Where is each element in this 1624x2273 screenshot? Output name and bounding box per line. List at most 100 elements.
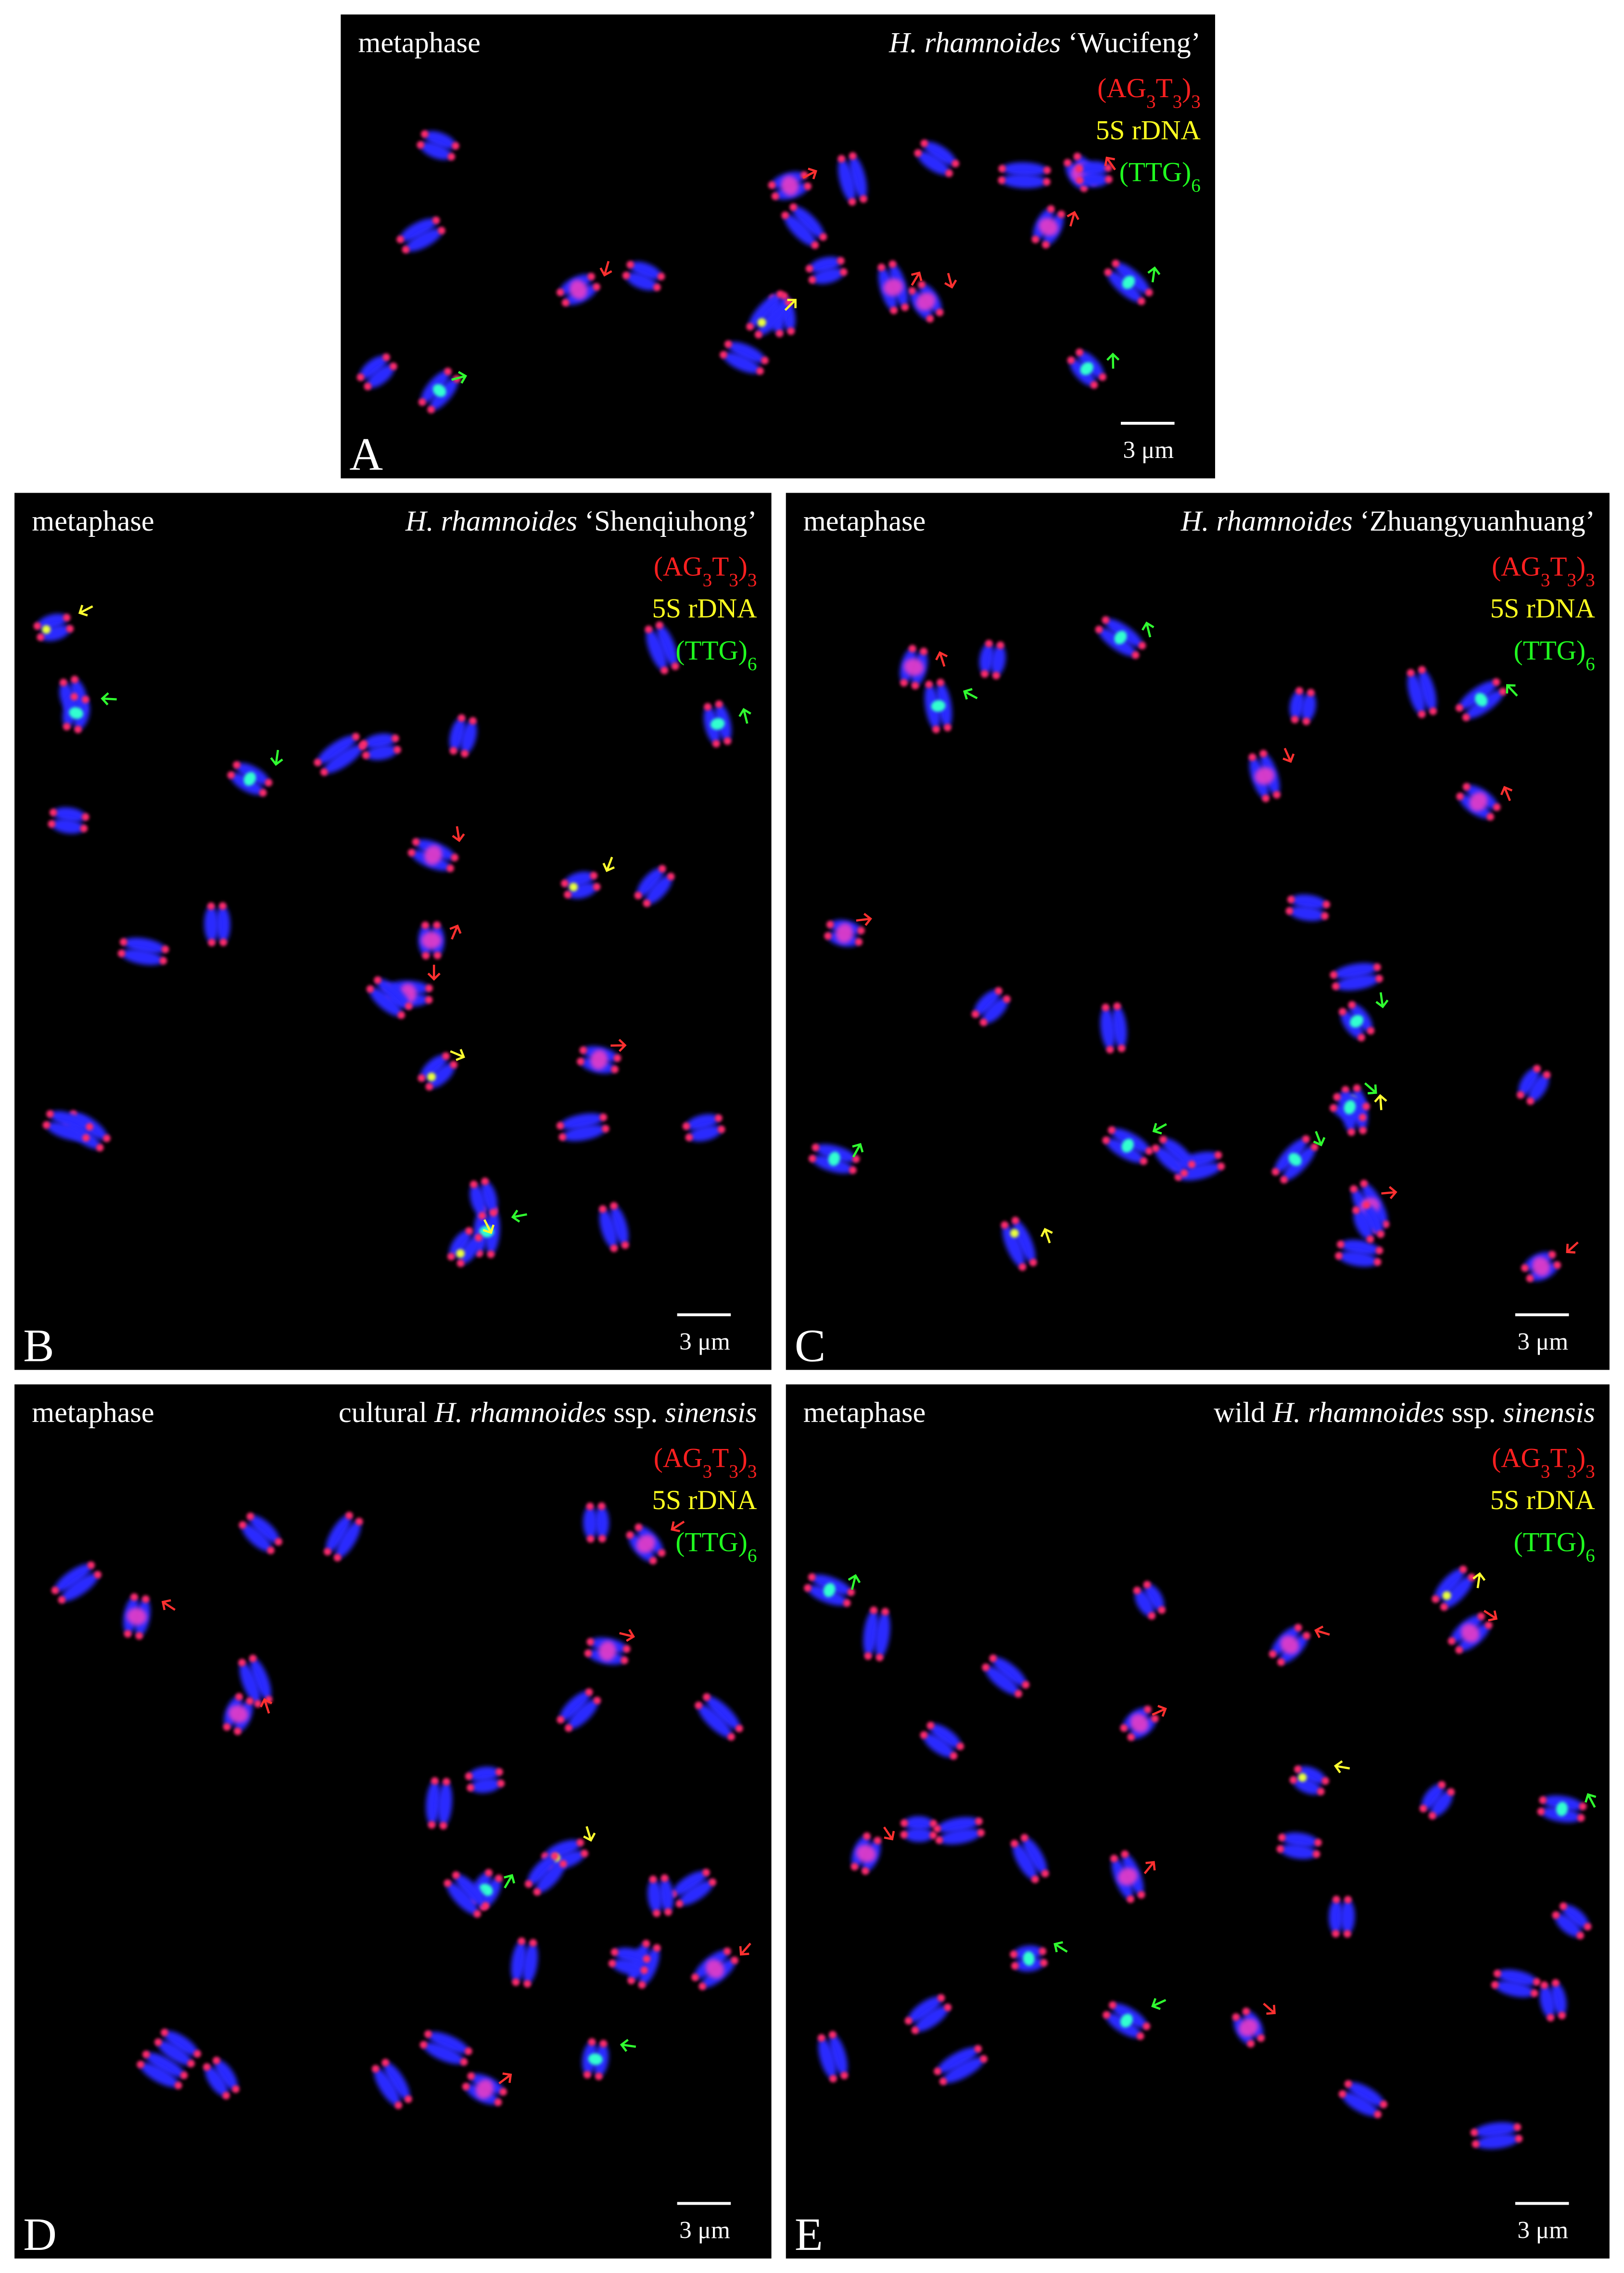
ttg-signal bbox=[1288, 1153, 1302, 1166]
chromatid bbox=[829, 2034, 848, 2076]
chromatid bbox=[1002, 1225, 1025, 1268]
arrow-head bbox=[944, 279, 957, 289]
arrow-shaft bbox=[451, 375, 466, 381]
telomere-signal bbox=[37, 633, 45, 641]
chromatid bbox=[979, 643, 994, 674]
telomere-signal bbox=[1517, 1091, 1524, 1099]
telomere-signal bbox=[117, 950, 126, 957]
title-segment: sinensis bbox=[665, 1397, 757, 1429]
chromosome bbox=[1329, 1895, 1355, 1938]
telomere-signal bbox=[142, 1595, 150, 1603]
chromatid bbox=[698, 1704, 732, 1738]
arrow-shaft bbox=[162, 1601, 176, 1611]
telomere-signal bbox=[1159, 1136, 1167, 1143]
ttg-signal bbox=[1474, 693, 1488, 707]
scale-label: 3 μm bbox=[1123, 436, 1174, 464]
chromatid bbox=[1301, 692, 1316, 722]
chromosome bbox=[1276, 1832, 1322, 1859]
telomere-signal bbox=[1138, 297, 1145, 305]
chromosome bbox=[447, 1227, 482, 1267]
chromosome bbox=[804, 1573, 855, 1607]
telomere-signal bbox=[1337, 1240, 1345, 1248]
telomere-signal bbox=[877, 263, 886, 271]
telomere-signal bbox=[1109, 2001, 1116, 2009]
chromosome bbox=[1248, 749, 1281, 802]
telomere-signal bbox=[837, 155, 846, 163]
arrow-head bbox=[1566, 1244, 1575, 1254]
telomere-signal bbox=[1314, 1839, 1322, 1847]
tandem-signal bbox=[916, 292, 936, 311]
arrow-shaft bbox=[619, 1632, 634, 1638]
chromatid bbox=[1155, 1147, 1185, 1175]
telomere-signal bbox=[590, 872, 598, 880]
chromosome bbox=[1456, 783, 1501, 821]
chromatid bbox=[458, 1237, 481, 1264]
arrow-head bbox=[1147, 266, 1161, 275]
chromatid bbox=[481, 1878, 501, 1907]
telomere-signal bbox=[86, 1123, 94, 1131]
telomere-signal bbox=[1294, 1765, 1302, 1773]
telomere-signal bbox=[1579, 1803, 1587, 1810]
telomere-signal bbox=[626, 1531, 634, 1539]
chromatid bbox=[423, 2042, 464, 2064]
tandem-signal bbox=[903, 658, 924, 676]
telomere-signal bbox=[1043, 166, 1051, 174]
arrow-shaft bbox=[1153, 1123, 1167, 1132]
telomere-signal bbox=[81, 696, 89, 703]
arrow-head bbox=[449, 924, 462, 934]
chromosome bbox=[62, 693, 90, 734]
chromatid bbox=[405, 229, 442, 252]
legend-segment: 3 bbox=[1541, 1461, 1550, 1482]
arrow-head bbox=[583, 1832, 596, 1842]
telomere-signal bbox=[1302, 717, 1310, 725]
chromatid bbox=[612, 1959, 645, 1975]
telomere-signal bbox=[920, 1731, 928, 1739]
legend-segment: 6 bbox=[1586, 654, 1595, 674]
telomere-signal bbox=[1455, 1646, 1463, 1654]
telomere-signal bbox=[848, 198, 856, 206]
rdna-signal bbox=[427, 1072, 436, 1081]
telomere-signal bbox=[1289, 1776, 1297, 1784]
arrow bbox=[482, 1219, 495, 1234]
telomere-signal bbox=[1247, 2040, 1255, 2048]
telomere-signal bbox=[1090, 381, 1098, 389]
chromatid bbox=[930, 1724, 961, 1748]
arrow-shaft bbox=[939, 652, 946, 667]
tandem-signal bbox=[1130, 1714, 1149, 1733]
telomere-signal bbox=[881, 1608, 889, 1616]
telomere-signal bbox=[324, 1548, 331, 1556]
telomere-signal bbox=[512, 1978, 520, 1986]
telomere-signal bbox=[533, 1888, 541, 1896]
arrow-shaft bbox=[1054, 1943, 1068, 1953]
telomere-signal bbox=[937, 1994, 945, 2002]
telomere-signal bbox=[925, 680, 933, 688]
telomere-signal bbox=[622, 271, 630, 279]
chromatid bbox=[424, 131, 456, 149]
telomere-signal bbox=[920, 648, 927, 656]
panel-title: H. rhamnoides ‘Zhuangyuanhuang’ bbox=[1180, 505, 1595, 537]
title-segment: wild bbox=[1214, 1397, 1272, 1429]
rdna-signal bbox=[569, 882, 578, 892]
chromatid bbox=[1079, 161, 1109, 176]
telomere-signal bbox=[460, 2058, 468, 2066]
telomere-signal bbox=[581, 1850, 588, 1857]
telomere-signal bbox=[775, 330, 784, 337]
telomere-signal bbox=[992, 672, 1000, 680]
telomere-signal bbox=[1180, 1169, 1188, 1177]
arrow-shaft bbox=[1503, 787, 1511, 801]
telomere-signal bbox=[457, 714, 466, 722]
title-segment: ‘Wucifeng’ bbox=[1061, 26, 1200, 59]
telomere-signal bbox=[239, 1521, 247, 1529]
legend-entry: 5S rDNA bbox=[1490, 1485, 1595, 1515]
telomere-signal bbox=[1073, 152, 1081, 161]
telomere-signal bbox=[1537, 1807, 1545, 1816]
telomere-signal bbox=[557, 1716, 565, 1724]
arrow-shaft bbox=[275, 749, 279, 765]
arrow-shaft bbox=[1315, 1131, 1322, 1145]
telomere-signal bbox=[442, 1052, 450, 1060]
telomere-signal bbox=[421, 921, 429, 929]
telomere-signal bbox=[1064, 159, 1072, 167]
legend-entry: (AG3T3)3 bbox=[1492, 1443, 1595, 1482]
panel: metaphase H. rhamnoides ‘Shenqiuhong’(AG3… bbox=[14, 493, 772, 1371]
chromosome bbox=[418, 1052, 458, 1091]
